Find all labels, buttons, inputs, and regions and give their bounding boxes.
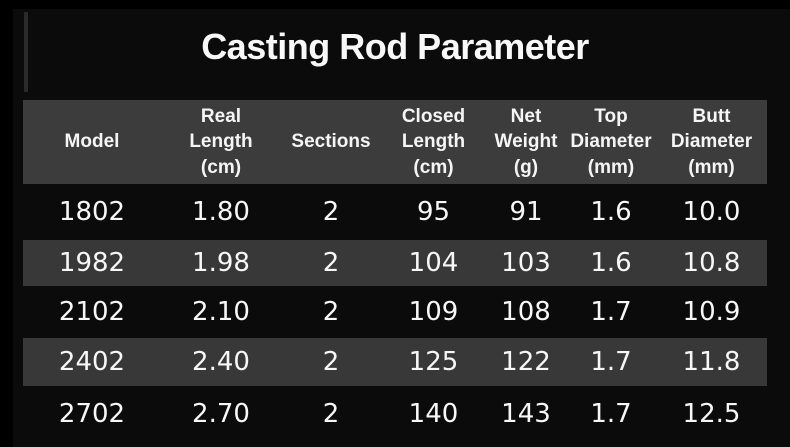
table-cell-sections: 2 bbox=[281, 386, 381, 442]
table-cell-model: 2702 bbox=[23, 386, 161, 442]
table-cell-model: 1982 bbox=[23, 240, 161, 286]
header-label: Sections bbox=[291, 131, 371, 153]
cell-value: 2 bbox=[322, 197, 340, 227]
table-cell-net-weight: 91 bbox=[486, 184, 566, 240]
header-cell-net-weight: Net Weight (g) bbox=[486, 100, 566, 184]
cell-value: 1.7 bbox=[590, 399, 632, 429]
cell-value: 125 bbox=[408, 347, 459, 377]
cell-value: 1.6 bbox=[590, 197, 632, 227]
table-cell-closed-length: 104 bbox=[381, 240, 486, 286]
page-title: Casting Rod Parameter bbox=[201, 26, 589, 67]
header-label: Net Weight (g) bbox=[494, 106, 558, 178]
video-artifact bbox=[24, 12, 28, 92]
table-cell-model: 2402 bbox=[23, 338, 161, 386]
table-row-1982: 1982 1.98 2 104 103 1.6 10.8 bbox=[23, 240, 767, 286]
table-cell-butt-diameter: 10.8 bbox=[656, 240, 767, 286]
table-cell-net-weight: 108 bbox=[486, 286, 566, 338]
table-row-2702: 2702 2.70 2 140 143 1.7 12.5 bbox=[23, 386, 767, 442]
table-header-row: Model Real Length (cm) Sections Closed L… bbox=[23, 100, 767, 184]
cell-value: 1802 bbox=[58, 197, 126, 227]
table-cell-sections: 2 bbox=[281, 338, 381, 386]
cell-value: 10.8 bbox=[682, 248, 741, 278]
header-label: Top Diameter (mm) bbox=[570, 106, 652, 178]
table-cell-top-diameter: 1.7 bbox=[566, 286, 656, 338]
table-cell-model: 1802 bbox=[23, 184, 161, 240]
table-cell-real-length: 2.10 bbox=[161, 286, 281, 338]
table-cell-top-diameter: 1.6 bbox=[566, 240, 656, 286]
cell-value: 95 bbox=[416, 197, 451, 227]
table-cell-top-diameter: 1.7 bbox=[566, 386, 656, 442]
table-row-1802: 1802 1.80 2 95 91 1.6 10.0 bbox=[23, 184, 767, 240]
cell-value: 2.70 bbox=[192, 399, 250, 429]
header-label: Real Length (cm) bbox=[189, 106, 253, 178]
cell-value: 10.0 bbox=[682, 197, 741, 227]
table-cell-model: 2102 bbox=[23, 286, 161, 338]
cell-value: 2 bbox=[322, 248, 340, 278]
header-cell-sections: Sections bbox=[281, 100, 381, 184]
table-cell-closed-length: 95 bbox=[381, 184, 486, 240]
cell-value: 2 bbox=[322, 297, 340, 327]
header-label: Butt Diameter (mm) bbox=[670, 106, 753, 178]
table-cell-sections: 2 bbox=[281, 286, 381, 338]
cell-value: 2.40 bbox=[192, 347, 250, 377]
table-row-2102: 2102 2.10 2 109 108 1.7 10.9 bbox=[23, 286, 767, 338]
table-cell-top-diameter: 1.7 bbox=[566, 338, 656, 386]
cell-value: 1.6 bbox=[590, 248, 632, 278]
table-cell-top-diameter: 1.6 bbox=[566, 184, 656, 240]
letterbox-left bbox=[0, 0, 13, 447]
cell-value: 1.80 bbox=[192, 197, 250, 227]
table-cell-sections: 2 bbox=[281, 240, 381, 286]
letterbox-top bbox=[0, 0, 790, 9]
table-cell-closed-length: 125 bbox=[381, 338, 486, 386]
table-row-2402: 2402 2.40 2 125 122 1.7 11.8 bbox=[23, 338, 767, 386]
table-cell-butt-diameter: 10.0 bbox=[656, 184, 767, 240]
cell-value: 10.9 bbox=[682, 297, 741, 327]
cell-value: 11.8 bbox=[682, 347, 741, 377]
table-cell-real-length: 2.40 bbox=[161, 338, 281, 386]
header-cell-butt-diameter: Butt Diameter (mm) bbox=[656, 100, 767, 184]
cell-value: 1.7 bbox=[590, 347, 632, 377]
cell-value: 2402 bbox=[58, 347, 126, 377]
table-cell-real-length: 1.98 bbox=[161, 240, 281, 286]
table-cell-real-length: 2.70 bbox=[161, 386, 281, 442]
table-cell-net-weight: 143 bbox=[486, 386, 566, 442]
cell-value: 2102 bbox=[58, 297, 126, 327]
spec-table: Model Real Length (cm) Sections Closed L… bbox=[23, 100, 767, 442]
cell-value: 103 bbox=[501, 248, 551, 278]
cell-value: 108 bbox=[501, 297, 551, 327]
table-cell-butt-diameter: 11.8 bbox=[656, 338, 767, 386]
table-cell-sections: 2 bbox=[281, 184, 381, 240]
table-cell-net-weight: 122 bbox=[486, 338, 566, 386]
header-cell-closed-length: Closed Length (cm) bbox=[381, 100, 486, 184]
cell-value: 1.7 bbox=[590, 297, 632, 327]
cell-value: 2702 bbox=[58, 399, 126, 429]
cell-value: 122 bbox=[501, 347, 551, 377]
cell-value: 140 bbox=[408, 399, 459, 429]
cell-value: 91 bbox=[509, 197, 543, 227]
table-cell-closed-length: 140 bbox=[381, 386, 486, 442]
cell-value: 12.5 bbox=[682, 399, 741, 429]
header-label: Closed Length (cm) bbox=[401, 106, 466, 178]
table-cell-net-weight: 103 bbox=[486, 240, 566, 286]
cell-value: 1.98 bbox=[192, 248, 250, 278]
header-cell-model: Model bbox=[23, 100, 161, 184]
cell-value: 2.10 bbox=[192, 297, 250, 327]
header-cell-top-diameter: Top Diameter (mm) bbox=[566, 100, 656, 184]
cell-value: 104 bbox=[408, 248, 459, 278]
cell-value: 143 bbox=[501, 399, 551, 429]
table-cell-butt-diameter: 10.9 bbox=[656, 286, 767, 338]
cell-value: 2 bbox=[322, 399, 340, 429]
header-cell-real-length: Real Length (cm) bbox=[161, 100, 281, 184]
header-label: Model bbox=[64, 131, 120, 153]
cell-value: 109 bbox=[408, 297, 459, 327]
table-cell-closed-length: 109 bbox=[381, 286, 486, 338]
table-cell-butt-diameter: 12.5 bbox=[656, 386, 767, 442]
table-cell-real-length: 1.80 bbox=[161, 184, 281, 240]
cell-value: 2 bbox=[322, 347, 340, 377]
cell-value: 1982 bbox=[58, 248, 126, 278]
